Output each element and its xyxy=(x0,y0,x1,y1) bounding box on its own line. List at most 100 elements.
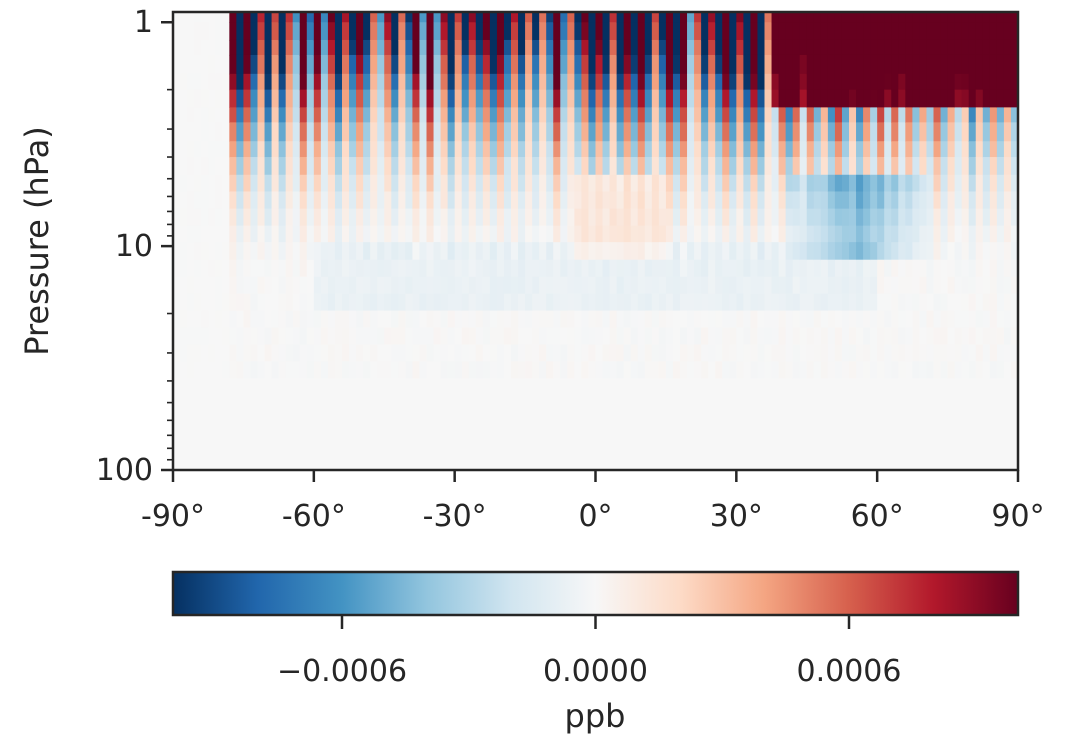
heatmap-cell xyxy=(320,327,329,346)
heatmap-cell xyxy=(574,54,583,75)
heatmap-cell xyxy=(708,463,716,470)
heatmap-cell xyxy=(743,122,752,142)
heatmap-cell xyxy=(806,327,815,346)
heatmap-cell xyxy=(356,89,364,108)
heatmap-cell xyxy=(243,429,252,447)
heatmap-cell xyxy=(926,242,935,261)
heatmap-cell xyxy=(651,242,660,261)
heatmap-cell xyxy=(454,344,463,362)
heatmap-cell xyxy=(665,378,674,396)
heatmap-cell xyxy=(856,463,864,470)
heatmap-cell xyxy=(208,412,216,430)
heatmap-cell xyxy=(201,361,209,380)
heatmap-cell xyxy=(750,157,759,176)
heatmap-cell xyxy=(940,89,949,108)
heatmap-cell xyxy=(236,73,245,91)
heatmap-cell xyxy=(447,174,456,193)
heatmap-cell xyxy=(785,73,794,91)
heatmap-cell xyxy=(595,12,604,23)
heatmap-cell xyxy=(356,259,364,278)
heatmap-cell xyxy=(313,174,322,193)
heatmap-cell xyxy=(651,446,660,464)
heatmap-cell xyxy=(433,242,442,261)
heatmap-cell xyxy=(440,344,449,362)
heatmap-cell xyxy=(778,446,787,464)
heatmap-cell xyxy=(813,157,822,176)
heatmap-cell xyxy=(694,12,702,23)
heatmap-cell xyxy=(870,39,878,56)
heatmap-cell xyxy=(898,174,906,193)
heatmap-cell xyxy=(370,361,378,380)
heatmap-cell xyxy=(863,39,871,56)
heatmap-cell xyxy=(320,73,329,91)
heatmap-cell xyxy=(651,54,660,75)
heatmap-cell xyxy=(539,141,547,158)
heatmap-cell xyxy=(180,378,188,396)
heatmap-cell xyxy=(292,310,301,329)
heatmap-cell xyxy=(799,276,808,295)
heatmap-cell xyxy=(468,191,477,210)
heatmap-cell xyxy=(736,89,744,108)
heatmap-cell xyxy=(595,395,604,413)
heatmap-cell xyxy=(539,293,547,312)
heatmap-field xyxy=(173,12,1018,470)
heatmap-cell xyxy=(729,39,737,56)
heatmap-cell xyxy=(285,73,294,91)
heatmap-cell xyxy=(799,89,808,108)
heatmap-cell xyxy=(863,122,871,142)
heatmap-cell xyxy=(820,54,829,75)
heatmap-cell xyxy=(257,327,266,346)
heatmap-cell xyxy=(236,191,245,210)
heatmap-cell xyxy=(236,157,245,176)
heatmap-cell xyxy=(792,293,801,312)
heatmap-cell xyxy=(398,412,406,430)
heatmap-cell xyxy=(884,225,892,243)
heatmap-cell xyxy=(412,276,421,295)
heatmap-cell xyxy=(609,39,618,56)
heatmap-cell xyxy=(377,12,385,23)
heatmap-cell xyxy=(715,395,723,413)
heatmap-cell xyxy=(863,463,871,470)
heatmap-cell xyxy=(919,293,928,312)
heatmap-cell xyxy=(708,276,716,295)
heatmap-cell xyxy=(349,327,357,346)
heatmap-cell xyxy=(919,242,928,261)
heatmap-cell xyxy=(222,225,230,243)
heatmap-cell xyxy=(292,89,301,108)
heatmap-cell xyxy=(785,22,794,41)
heatmap-cell xyxy=(637,446,646,464)
heatmap-cell xyxy=(201,54,209,75)
heatmap-cell xyxy=(898,293,906,312)
heatmap-cell xyxy=(933,12,942,23)
heatmap-cell xyxy=(334,73,343,91)
heatmap-cell xyxy=(391,446,399,464)
heatmap-cell xyxy=(299,122,308,142)
heatmap-cell xyxy=(398,293,406,312)
heatmap-cell xyxy=(799,157,808,176)
heatmap-cell xyxy=(525,429,533,447)
heatmap-cell xyxy=(975,122,984,142)
heatmap-cell xyxy=(518,22,526,41)
heatmap-cell xyxy=(489,446,498,464)
heatmap-cell xyxy=(1003,276,1012,295)
heatmap-cell xyxy=(222,122,230,142)
heatmap-cell xyxy=(778,141,787,158)
heatmap-cell xyxy=(680,54,688,75)
heatmap-cell xyxy=(884,191,892,210)
heatmap-cell xyxy=(363,107,371,123)
heatmap-cell xyxy=(968,12,977,23)
heatmap-cell xyxy=(609,242,618,261)
heatmap-cell xyxy=(785,463,794,470)
heatmap-cell xyxy=(609,310,618,329)
heatmap-cell xyxy=(398,259,406,278)
heatmap-cell xyxy=(489,310,498,329)
heatmap-cell xyxy=(778,22,787,41)
heatmap-cell xyxy=(665,12,674,23)
heatmap-cell xyxy=(870,310,878,329)
heatmap-cell xyxy=(989,293,998,312)
heatmap-cell xyxy=(680,344,688,362)
heatmap-cell xyxy=(468,327,477,346)
heatmap-cell xyxy=(982,174,991,193)
heatmap-cell xyxy=(482,344,491,362)
heatmap-cell xyxy=(334,54,343,75)
